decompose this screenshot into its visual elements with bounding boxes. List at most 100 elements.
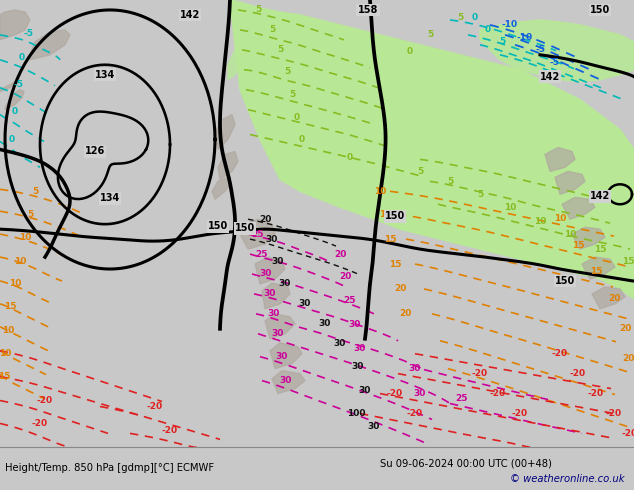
Polygon shape bbox=[218, 151, 238, 179]
Text: 142: 142 bbox=[180, 10, 200, 20]
Text: -20: -20 bbox=[162, 426, 178, 435]
Text: 150: 150 bbox=[590, 5, 610, 15]
Polygon shape bbox=[255, 257, 285, 284]
Text: -5: -5 bbox=[535, 45, 545, 54]
Text: 5: 5 bbox=[427, 30, 433, 39]
Text: 10: 10 bbox=[564, 230, 576, 239]
Text: 30: 30 bbox=[266, 235, 278, 244]
Text: 5: 5 bbox=[289, 90, 295, 99]
Polygon shape bbox=[215, 115, 235, 149]
Text: 30: 30 bbox=[359, 386, 371, 395]
Text: 30: 30 bbox=[319, 319, 331, 328]
Polygon shape bbox=[270, 343, 302, 368]
Text: -5: -5 bbox=[23, 29, 33, 38]
Text: 20: 20 bbox=[608, 294, 620, 303]
Text: 15: 15 bbox=[622, 257, 634, 266]
Text: 30: 30 bbox=[280, 376, 292, 385]
Text: 30: 30 bbox=[279, 279, 291, 289]
Text: 0: 0 bbox=[347, 153, 353, 162]
Text: 158: 158 bbox=[358, 5, 378, 15]
Text: 142: 142 bbox=[540, 72, 560, 82]
Text: 150: 150 bbox=[555, 276, 575, 286]
Polygon shape bbox=[480, 20, 634, 82]
Text: 5: 5 bbox=[277, 45, 283, 54]
Text: 15: 15 bbox=[594, 245, 606, 254]
Text: -20: -20 bbox=[37, 396, 53, 405]
Text: 15: 15 bbox=[0, 372, 10, 381]
Text: 5: 5 bbox=[32, 187, 38, 196]
Text: 10: 10 bbox=[0, 349, 11, 358]
Text: 10: 10 bbox=[554, 214, 566, 222]
Text: 20: 20 bbox=[399, 309, 411, 318]
Polygon shape bbox=[582, 257, 615, 279]
Text: 20: 20 bbox=[259, 215, 271, 224]
Text: 15: 15 bbox=[572, 241, 585, 249]
Polygon shape bbox=[0, 10, 30, 40]
Text: 10: 10 bbox=[19, 233, 31, 242]
Polygon shape bbox=[262, 283, 290, 309]
Text: 126: 126 bbox=[85, 147, 105, 156]
Polygon shape bbox=[240, 219, 275, 249]
Text: © weatheronline.co.uk: © weatheronline.co.uk bbox=[510, 474, 624, 484]
Text: 142: 142 bbox=[590, 191, 610, 201]
Text: 30: 30 bbox=[272, 329, 284, 338]
Text: -20: -20 bbox=[472, 369, 488, 378]
Text: 25: 25 bbox=[252, 230, 264, 239]
Text: 25: 25 bbox=[256, 249, 268, 259]
Text: 0: 0 bbox=[294, 113, 300, 122]
Text: -20: -20 bbox=[570, 369, 586, 378]
Polygon shape bbox=[592, 287, 625, 309]
Text: 134: 134 bbox=[100, 193, 120, 203]
Polygon shape bbox=[230, 0, 634, 299]
Text: 5: 5 bbox=[499, 37, 505, 47]
Text: -20: -20 bbox=[552, 349, 568, 358]
Text: 30: 30 bbox=[268, 309, 280, 318]
Text: 0: 0 bbox=[19, 53, 25, 62]
Polygon shape bbox=[545, 147, 575, 172]
Text: 20: 20 bbox=[394, 284, 406, 294]
Text: 10: 10 bbox=[374, 187, 386, 196]
Polygon shape bbox=[5, 90, 24, 110]
Text: -20: -20 bbox=[32, 419, 48, 428]
Text: -5: -5 bbox=[13, 80, 23, 89]
Text: 10: 10 bbox=[534, 217, 546, 226]
Text: -20: -20 bbox=[490, 389, 506, 398]
Text: 5: 5 bbox=[417, 167, 423, 176]
Text: 30: 30 bbox=[349, 320, 361, 329]
Text: -20: -20 bbox=[622, 429, 634, 438]
Text: 20: 20 bbox=[619, 324, 631, 333]
Text: 5: 5 bbox=[447, 177, 453, 186]
Text: 0: 0 bbox=[299, 135, 305, 144]
Polygon shape bbox=[212, 177, 230, 199]
Polygon shape bbox=[228, 45, 245, 80]
Text: 150: 150 bbox=[208, 221, 228, 231]
Text: -20: -20 bbox=[512, 409, 528, 418]
Polygon shape bbox=[265, 314, 295, 339]
Text: 10: 10 bbox=[504, 203, 516, 212]
Text: 15: 15 bbox=[384, 235, 396, 244]
Text: 5: 5 bbox=[284, 67, 290, 76]
Text: 0: 0 bbox=[472, 13, 478, 23]
Text: 25: 25 bbox=[344, 296, 356, 305]
Text: -20: -20 bbox=[387, 389, 403, 398]
Polygon shape bbox=[272, 370, 305, 393]
Text: 30: 30 bbox=[276, 352, 288, 361]
Text: 150: 150 bbox=[235, 223, 255, 233]
Text: 100: 100 bbox=[347, 409, 365, 418]
Text: 0: 0 bbox=[9, 135, 15, 144]
Text: Height/Temp. 850 hPa [gdmp][°C] ECMWF: Height/Temp. 850 hPa [gdmp][°C] ECMWF bbox=[5, 464, 214, 473]
Text: 10: 10 bbox=[2, 326, 14, 335]
Text: -20: -20 bbox=[407, 409, 423, 418]
Text: -20: -20 bbox=[606, 409, 622, 418]
Text: 30: 30 bbox=[368, 422, 380, 431]
Text: 5: 5 bbox=[255, 5, 261, 15]
Text: -20: -20 bbox=[588, 389, 604, 398]
Text: 0: 0 bbox=[485, 25, 491, 34]
Text: 30: 30 bbox=[334, 339, 346, 348]
Text: 5: 5 bbox=[27, 210, 33, 219]
Text: 15: 15 bbox=[389, 260, 401, 269]
Text: 0: 0 bbox=[12, 107, 18, 116]
Text: 10: 10 bbox=[9, 279, 21, 289]
Text: 20: 20 bbox=[339, 272, 351, 281]
Text: 30: 30 bbox=[414, 389, 426, 398]
